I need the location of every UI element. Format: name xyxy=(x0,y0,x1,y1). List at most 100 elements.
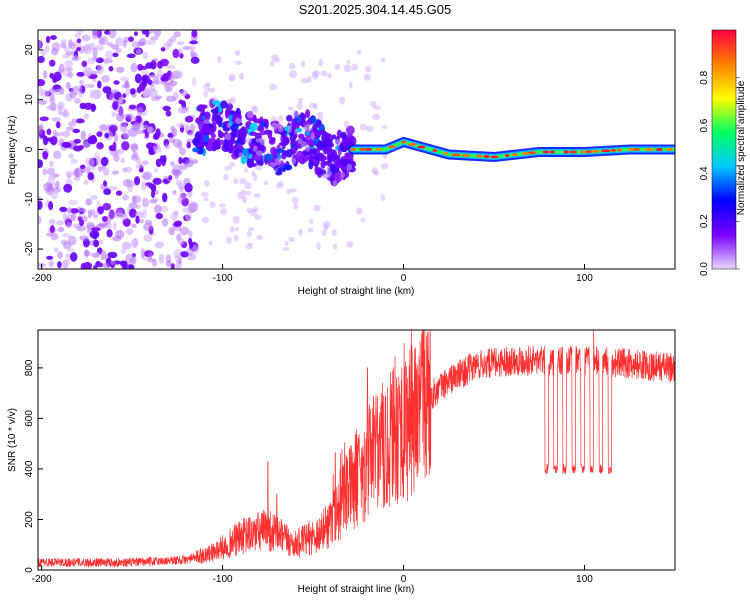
heatmap-cell xyxy=(217,56,222,64)
heatmap-cell xyxy=(202,127,211,133)
heatmap-cell xyxy=(188,45,196,51)
heatmap-cell xyxy=(229,226,235,233)
heatmap-cell xyxy=(49,160,54,168)
heatmap-cell xyxy=(278,141,288,146)
heatmap-cell xyxy=(191,77,197,86)
heatmap-cell xyxy=(98,239,104,245)
heatmap-cell xyxy=(146,258,157,263)
heatmap-cell xyxy=(65,81,71,90)
heatmap-cell xyxy=(92,47,98,58)
heatmap-cell xyxy=(296,102,303,110)
heatmap-cell xyxy=(666,148,674,151)
heatmap-cell xyxy=(98,222,108,228)
heatmap-cell xyxy=(128,104,137,110)
heatmap-cell xyxy=(165,260,172,267)
heatmap-cell xyxy=(600,149,611,153)
heatmap-cell xyxy=(56,121,61,129)
heatmap-cell xyxy=(93,239,100,248)
x-tick-label: 0 xyxy=(401,273,407,284)
heatmap-cell xyxy=(263,180,269,186)
heatmap-cell xyxy=(283,246,290,251)
heatmap-cell xyxy=(79,164,86,169)
heatmap-cell xyxy=(89,230,100,239)
heatmap-cell xyxy=(370,100,377,108)
heatmap-cell xyxy=(172,190,177,195)
heatmap-cell xyxy=(180,251,189,258)
heatmap-cell xyxy=(57,261,62,269)
heatmap-cell xyxy=(67,235,77,246)
heatmap-cell xyxy=(74,33,81,38)
heatmap-cell xyxy=(224,133,232,141)
heatmap-cell xyxy=(321,229,327,237)
heatmap-cell xyxy=(228,115,234,122)
heatmap-cell xyxy=(339,158,349,165)
heatmap-cell xyxy=(250,105,257,112)
heatmap-cell xyxy=(327,72,332,79)
colorbar-gradient xyxy=(712,30,736,269)
heatmap-cell xyxy=(300,78,309,84)
heatmap-cell xyxy=(224,165,232,171)
heatmap-cell xyxy=(68,153,74,159)
heatmap-cell xyxy=(318,58,324,67)
heatmap-cell xyxy=(57,251,63,259)
heatmap-cell xyxy=(343,64,352,73)
x-tick-label: -200 xyxy=(32,574,52,585)
heatmap-cell xyxy=(122,218,131,227)
heatmap-cell xyxy=(87,83,95,88)
heatmap-cell xyxy=(173,221,182,227)
colorbar-label: Normalized spectral amplitude xyxy=(736,80,747,215)
heatmap-cell xyxy=(277,167,285,172)
heatmap-cell xyxy=(112,170,119,175)
heatmap-cell xyxy=(306,75,312,83)
spectrogram-x-label: Height of straight line (km) xyxy=(298,286,415,297)
heatmap-cell xyxy=(253,174,258,182)
heatmap-cell xyxy=(49,35,57,40)
heatmap-cell xyxy=(57,101,65,110)
y-tick-label: 200 xyxy=(24,511,35,528)
heatmap-cell xyxy=(67,199,78,206)
heatmap-cell xyxy=(72,223,82,229)
heatmap-cell xyxy=(67,248,76,253)
heatmap-cell xyxy=(316,242,321,250)
heatmap-cell xyxy=(188,230,193,239)
x-tick-label: -200 xyxy=(32,273,52,284)
heatmap-cell xyxy=(69,252,78,262)
heatmap-cell xyxy=(180,108,190,114)
heatmap-cell xyxy=(38,78,46,87)
heatmap-cell xyxy=(70,212,76,222)
heatmap-cell xyxy=(320,173,329,179)
snr-x-label: Height of straight line (km) xyxy=(298,584,415,595)
heatmap-cell xyxy=(111,89,119,94)
heatmap-cell xyxy=(177,41,185,46)
heatmap-cell xyxy=(229,96,236,105)
heatmap-cell xyxy=(348,81,353,89)
heatmap-cell xyxy=(289,188,297,193)
heatmap-cell xyxy=(122,93,127,99)
heatmap-cell xyxy=(265,153,274,162)
heatmap-cell xyxy=(358,148,367,151)
heatmap-cell xyxy=(85,157,95,167)
heatmap-cell xyxy=(179,52,184,59)
heatmap-cell xyxy=(211,100,221,106)
heatmap-cell xyxy=(112,235,122,242)
heatmap-cell xyxy=(349,148,357,151)
heatmap-cell xyxy=(274,157,282,166)
heatmap-cell xyxy=(233,178,239,185)
heatmap-cell xyxy=(165,64,176,70)
heatmap-cell xyxy=(148,251,153,261)
heatmap-cell xyxy=(152,177,162,185)
heatmap-cell xyxy=(342,137,349,148)
heatmap-cell xyxy=(360,217,366,223)
heatmap-cell xyxy=(139,81,146,92)
heatmap-cell xyxy=(569,150,578,154)
heatmap-cell xyxy=(120,248,127,255)
heatmap-cell xyxy=(49,136,58,146)
heatmap-cell xyxy=(173,225,182,231)
heatmap-cell xyxy=(220,207,227,216)
heatmap-cell xyxy=(128,202,138,209)
heatmap-cell xyxy=(287,125,293,133)
heatmap-cell xyxy=(154,30,161,38)
x-tick-label: -100 xyxy=(213,273,233,284)
x-tick-label: 100 xyxy=(576,574,593,585)
heatmap-cell xyxy=(191,30,198,38)
